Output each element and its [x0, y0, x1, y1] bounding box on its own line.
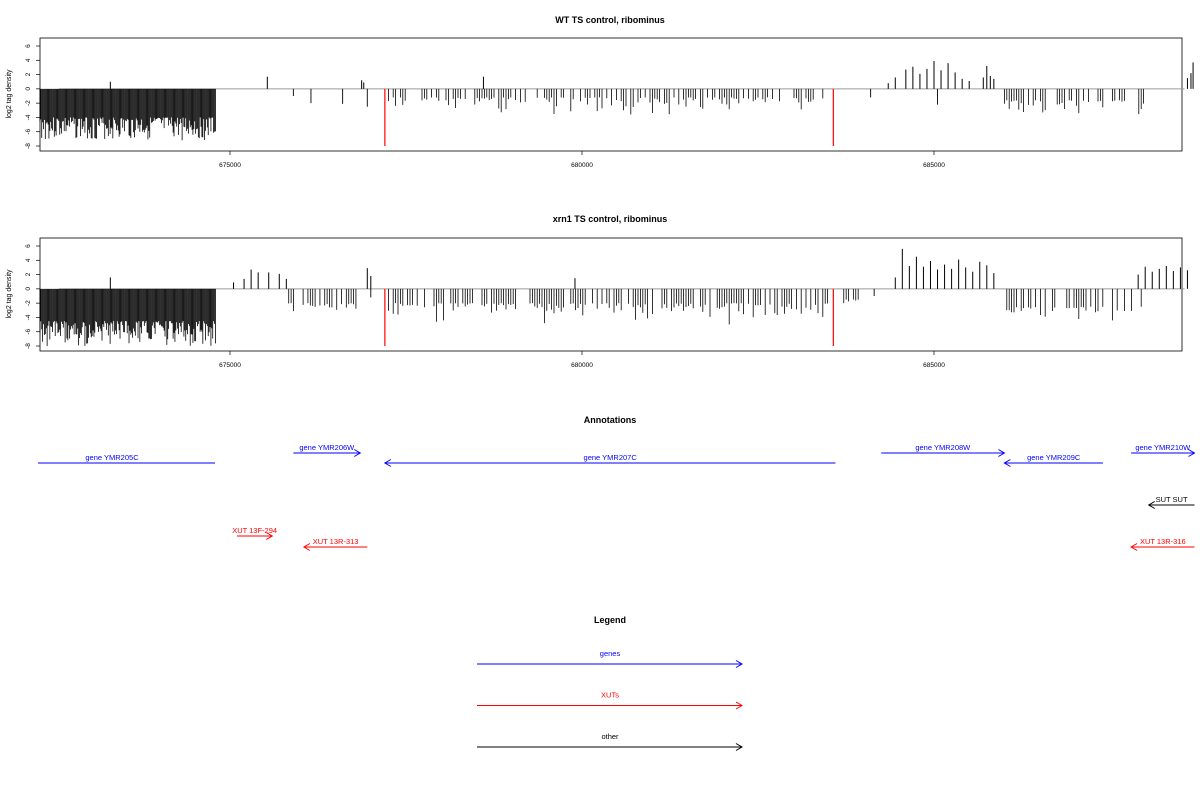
legend-title: Legend [594, 615, 626, 625]
x-axis: 675000 680000 685000 [219, 351, 945, 369]
legend-label: genes [600, 649, 621, 658]
annotation-feature: gene YMR210W [1131, 443, 1196, 457]
feature-label: gene YMR210W [1135, 443, 1191, 452]
x-tick-label: 675000 [219, 362, 241, 369]
annotation-feature: XUT 13R-313 [302, 537, 368, 551]
annotation-feature: gene YMR206W [293, 443, 362, 457]
legend-entries: genes XUTs other [477, 649, 743, 751]
x-tick-label: 680000 [571, 162, 593, 169]
y-tick-label: 6 [25, 44, 32, 48]
x-tick-label: 685000 [923, 162, 945, 169]
arrow-head-icon [735, 743, 743, 751]
feature-label: XUT 13R-313 [313, 537, 359, 546]
coverage-bars [39, 61, 1194, 146]
annotation-feature: gene YMR205C [38, 453, 215, 464]
legend-entry: XUTs [477, 691, 743, 710]
coverage-bars [39, 248, 1188, 346]
y-tick-label: -2 [25, 300, 32, 306]
arrow-head-icon [265, 532, 274, 540]
y-tick-label: -2 [25, 100, 32, 106]
feature-label: gene YMR206W [299, 443, 355, 452]
y-tick-label: 0 [25, 87, 32, 91]
y-tick-label: -8 [25, 343, 32, 349]
y-tick-label: -8 [25, 143, 32, 149]
feature-label: gene YMR209C [1027, 453, 1081, 462]
annotation-features: gene YMR205C gene YMR206W gene YMR207C gene… [38, 443, 1196, 551]
arrow-head-icon [1188, 449, 1196, 457]
arrow-head-icon [735, 660, 743, 668]
y-axis: 6 4 2 0 -2 -4 -6 -8 [25, 244, 40, 349]
legend-label: XUTs [601, 691, 619, 700]
y-axis: 6 4 2 0 -2 -4 -6 -8 [25, 44, 40, 149]
panel-title: WT TS control, ribominus [555, 15, 665, 25]
x-tick-label: 685000 [923, 362, 945, 369]
feature-label: SUT SUT [1156, 495, 1188, 504]
y-tick-label: 4 [25, 58, 32, 62]
arrow-head-icon [302, 543, 311, 551]
legend-entry: other [477, 732, 743, 751]
feature-label: gene YMR205C [85, 453, 139, 462]
y-tick-label: 0 [25, 287, 32, 291]
x-tick-label: 680000 [571, 362, 593, 369]
annotation-feature: XUT 13R-316 [1130, 537, 1195, 551]
annotations-title: Annotations [584, 415, 637, 425]
arrow-head-icon [383, 459, 392, 467]
panel-xrn1: xrn1 TS control, ribominus log2 tag dens… [6, 214, 1188, 369]
y-tick-label: 6 [25, 244, 32, 248]
y-tick-label: 2 [25, 72, 32, 76]
feature-label: XUT 13R-316 [1140, 537, 1186, 546]
y-axis-label: log2 tag density [6, 269, 13, 319]
panel-wt: WT TS control, ribominus log2 tag densit… [6, 15, 1194, 169]
feature-label: gene YMR207C [584, 453, 638, 462]
y-axis-label: log2 tag density [6, 69, 13, 119]
y-tick-label: 4 [25, 258, 32, 262]
arrow-head-icon [1003, 459, 1011, 467]
annotation-feature: gene YMR207C [383, 453, 836, 467]
annotation-feature: XUT 13F-294 [232, 526, 277, 540]
y-tick-label: -4 [25, 114, 32, 120]
feature-label: gene YMR208W [915, 443, 971, 452]
legend-entry: genes [477, 649, 743, 668]
panel-title: xrn1 TS control, ribominus [553, 214, 668, 224]
legend: Legend genes XUTs other [477, 615, 743, 751]
y-tick-label: -4 [25, 314, 32, 320]
y-tick-label: 2 [25, 272, 32, 276]
y-tick-label: -6 [25, 328, 32, 334]
arrow-head-icon [735, 701, 743, 710]
arrow-head-icon [353, 449, 362, 457]
annotation-feature: gene YMR209C [1003, 453, 1103, 467]
arrow-head-icon [1130, 543, 1138, 551]
legend-label: other [601, 732, 619, 741]
arrow-head-icon [998, 449, 1006, 457]
annotation-feature: SUT SUT [1147, 495, 1195, 509]
arrow-head-icon [1147, 501, 1155, 509]
x-tick-label: 675000 [219, 162, 241, 169]
x-axis: 675000 680000 685000 [219, 151, 945, 169]
feature-label: XUT 13F-294 [232, 526, 277, 535]
y-tick-label: -6 [25, 128, 32, 134]
annotation-feature: gene YMR208W [881, 443, 1006, 457]
